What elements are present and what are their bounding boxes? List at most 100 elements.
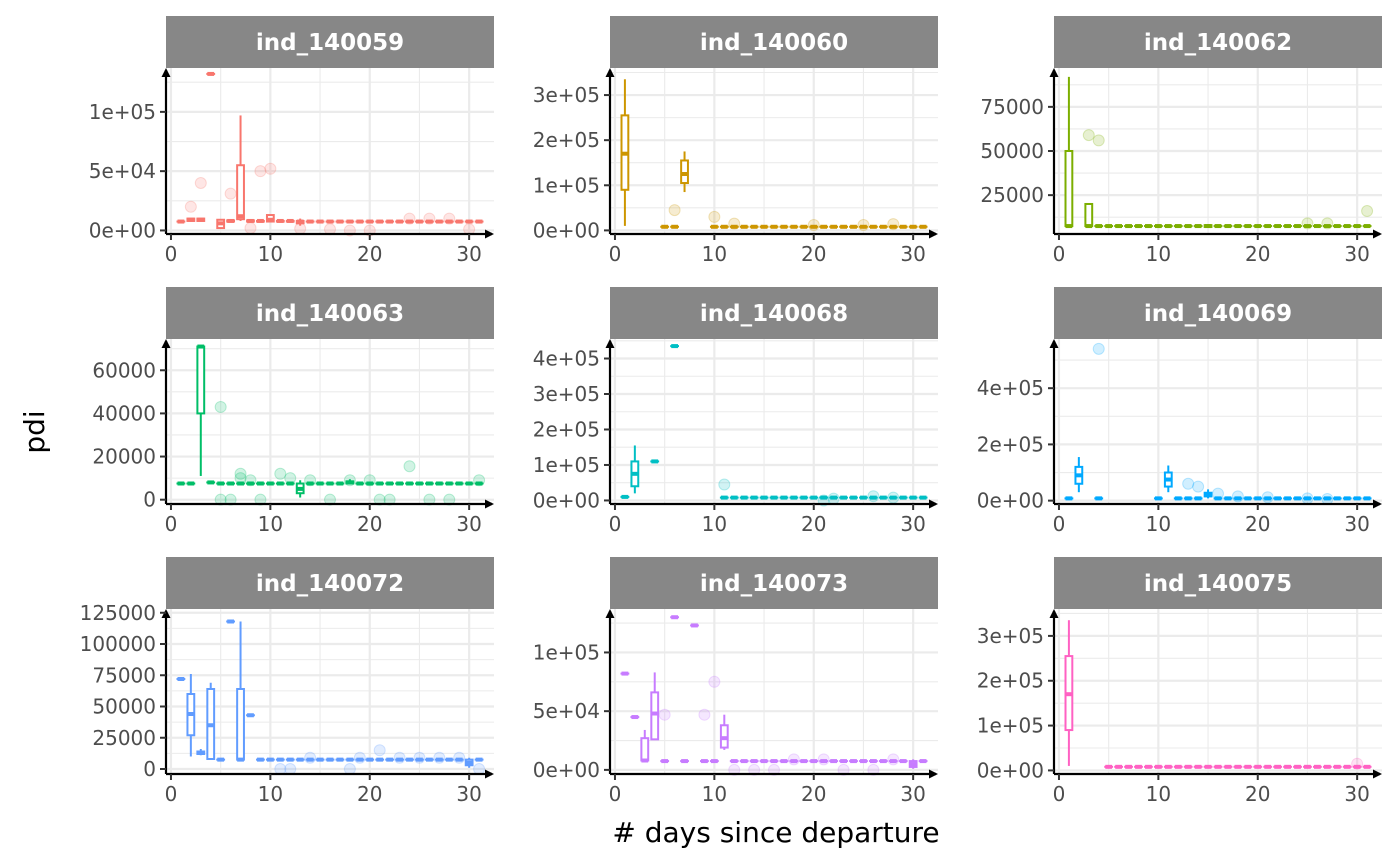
data-point <box>443 493 456 506</box>
x-axis-arrow-icon <box>1373 229 1382 239</box>
box-plot-mark <box>285 218 295 223</box>
x-tick-label: 30 <box>456 512 481 536</box>
data-point <box>224 493 237 506</box>
data-point <box>274 763 287 775</box>
x-tick-label: 20 <box>801 782 826 806</box>
data-layer <box>1064 620 1372 770</box>
facet-panel: ind_140075 0 10 20 30 0e+00 1e+05 2e+05 3e+05 <box>977 557 1382 806</box>
x-tick-label: 20 <box>801 242 826 266</box>
data-point <box>728 763 741 776</box>
y-tick-label: 4e+05 <box>977 376 1044 400</box>
box-iqr <box>236 688 245 761</box>
y-axis-arrow-icon <box>1049 68 1059 77</box>
data-point <box>194 177 207 190</box>
box-plot-mark <box>1203 489 1213 499</box>
x-axis-arrow-icon <box>1373 769 1382 779</box>
data-layer <box>176 344 486 506</box>
facet-strip-title: ind_140068 <box>700 301 848 327</box>
data-point <box>403 460 416 473</box>
x-tick-label: 0 <box>1053 512 1066 536</box>
y-axis-arrow-icon <box>605 339 615 348</box>
data-point <box>264 162 277 175</box>
x-tick-label: 20 <box>357 242 382 266</box>
y-tick-label: 1e+05 <box>89 100 156 124</box>
facet-strip <box>610 287 938 339</box>
data-layer <box>620 615 928 776</box>
box-plot-mark <box>719 714 729 750</box>
box-plot-mark <box>680 151 689 193</box>
axes: 0 10 20 30 0e+00 1e+05 2e+05 3e+05 <box>977 609 1382 806</box>
x-tick-label: 10 <box>702 782 727 806</box>
y-tick-label: 3e+05 <box>533 382 600 406</box>
facet-strip-title: ind_140059 <box>256 30 404 56</box>
y-tick-label: 25000 <box>980 183 1044 207</box>
box-plot-mark <box>295 480 305 498</box>
data-point <box>708 675 721 688</box>
facet-strip <box>610 557 938 609</box>
gridlines <box>166 339 494 504</box>
facet-panel: ind_140068 0 10 20 30 0e+00 1e+05 2e+05 3e+05 4e+… <box>533 287 938 536</box>
facet-strip-title: ind_140062 <box>1144 30 1292 56</box>
y-axis-arrow-icon <box>1049 609 1059 618</box>
box-iqr <box>196 345 206 415</box>
y-tick-label: 4e+05 <box>533 347 600 371</box>
x-tick-label: 30 <box>456 782 481 806</box>
y-axis-arrow-icon <box>161 339 171 348</box>
gridlines <box>166 609 494 774</box>
y-tick-label: 0 <box>143 488 156 512</box>
y-tick-label: 20000 <box>92 445 156 469</box>
facet-strip-title: ind_140073 <box>700 571 848 597</box>
x-tick-label: 0 <box>609 242 622 266</box>
x-tick-label: 20 <box>357 512 382 536</box>
x-tick-label: 30 <box>1344 782 1369 806</box>
data-point <box>254 165 267 178</box>
data-point <box>224 187 237 200</box>
facet-strip <box>1054 16 1382 68</box>
facet-panels: ind_140059 0 10 20 30 0e+00 5e+04 1e+05 ind_1400… <box>80 16 1382 806</box>
box-plot-mark <box>226 218 236 223</box>
data-point <box>748 763 761 776</box>
y-tick-label: 0e+00 <box>977 489 1044 513</box>
data-layer <box>176 619 486 775</box>
data-point <box>373 493 386 506</box>
y-tick-label: 5e+04 <box>89 159 156 183</box>
facet-strip-title: ind_140075 <box>1144 571 1292 597</box>
box-iqr <box>236 164 245 221</box>
data-point <box>1082 129 1095 142</box>
x-axis-arrow-icon <box>485 229 494 239</box>
y-tick-label: 2e+05 <box>977 669 1044 693</box>
box-plot-mark <box>206 682 216 760</box>
y-tick-label: 5e+04 <box>533 699 600 723</box>
gridlines <box>1054 339 1382 504</box>
axes: 0 10 20 30 25000 50000 75000 <box>980 68 1382 266</box>
data-layer <box>620 79 928 231</box>
facet-strip <box>166 16 494 68</box>
box-iqr <box>1064 150 1074 228</box>
axes: 0 10 20 30 0e+00 5e+04 1e+05 <box>89 68 494 266</box>
y-tick-label: 3e+05 <box>533 83 600 107</box>
x-axis-arrow-icon <box>485 769 494 779</box>
data-point <box>473 763 486 775</box>
box-plot-mark <box>236 621 245 762</box>
facet-strip <box>610 16 938 68</box>
y-tick-label: 25000 <box>92 726 156 750</box>
y-tick-label: 0e+00 <box>533 218 600 242</box>
data-point <box>768 763 780 776</box>
box-plot-mark <box>1084 202 1094 229</box>
y-tick-label: 0 <box>143 757 156 781</box>
data-point <box>184 200 197 213</box>
x-tick-label: 30 <box>900 512 925 536</box>
gridlines <box>1054 68 1382 234</box>
box-plot-mark <box>1064 620 1074 766</box>
x-tick-label: 10 <box>258 782 283 806</box>
box-plot-mark <box>216 218 226 230</box>
data-point <box>1182 477 1195 490</box>
facet-panel: ind_140073 0 10 20 30 0e+00 5e+04 1e+05 <box>533 557 938 806</box>
box-plot-mark <box>1203 224 1213 229</box>
facet-strip-title: ind_140063 <box>256 301 404 327</box>
x-tick-label: 20 <box>1245 242 1270 266</box>
box-plot-mark <box>1163 465 1173 493</box>
box-plot-mark <box>246 218 255 223</box>
data-point <box>373 744 386 757</box>
